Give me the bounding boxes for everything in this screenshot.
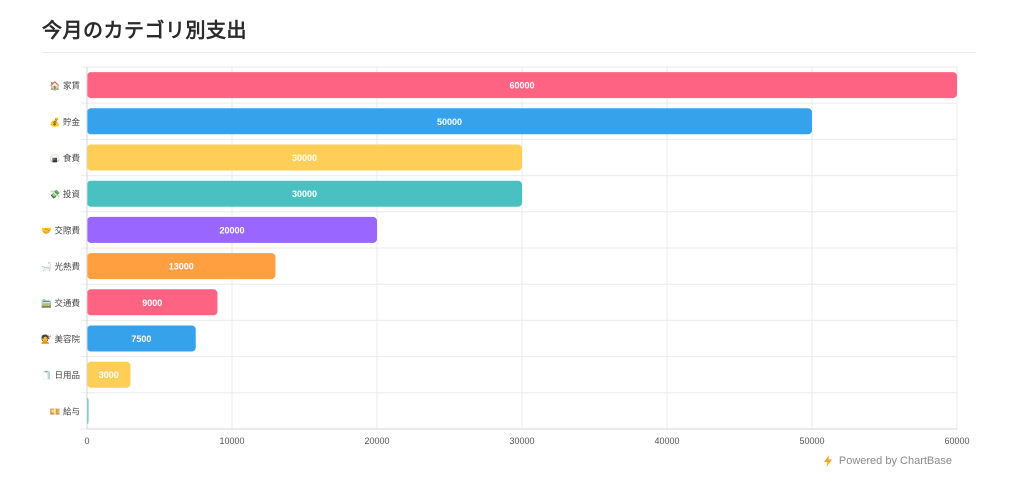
bar (87, 108, 812, 135)
powered-by-footer[interactable]: Powered by ChartBase (823, 455, 952, 467)
bar-data-label: 20000 (219, 225, 244, 235)
x-tick-label: 20000 (364, 436, 389, 446)
bar-data-label: 50000 (437, 117, 462, 127)
bar-data-label: 3000 (99, 370, 119, 380)
bar (87, 361, 131, 388)
bar (87, 216, 377, 243)
category-label: 🍙 食費 (50, 153, 81, 164)
bar (87, 253, 276, 280)
category-label: 🧻 日用品 (41, 370, 80, 381)
lightning-bolt-icon (823, 455, 832, 467)
x-tick-label: 50000 (799, 436, 824, 446)
bar-data-label: 13000 (169, 262, 194, 272)
category-label: 💴 給与 (50, 406, 80, 417)
category-label: 🚞 交通費 (41, 298, 80, 309)
bar-data-label: 30000 (292, 153, 317, 163)
bar-data-label: 7500 (131, 334, 151, 344)
x-tick-label: 10000 (219, 436, 244, 446)
category-label: 💸 投資 (50, 189, 80, 200)
bar (87, 289, 218, 316)
chart-title: 今月のカテゴリ別支出 (42, 18, 247, 42)
category-label: 🤝 交際費 (41, 225, 80, 236)
category-label: 🛁 光熱費 (41, 262, 80, 273)
powered-by-label: Powered by ChartBase (838, 455, 952, 467)
bar-data-label: 9000 (142, 298, 162, 308)
bar (87, 180, 522, 207)
bar-data-label: 60000 (509, 81, 534, 91)
category-label: 💰 貯金 (50, 117, 81, 128)
category-label: 💇 美容院 (41, 334, 80, 345)
title-divider (42, 52, 976, 53)
bar-data-label: 30000 (292, 189, 317, 199)
x-tick-label: 40000 (654, 436, 679, 446)
bar (87, 144, 522, 171)
bar (87, 325, 196, 352)
x-tick-label: 0 (84, 436, 89, 446)
x-tick-label: 30000 (509, 436, 534, 446)
x-tick-label: 60000 (944, 436, 969, 446)
category-label: 🏠 家賃 (50, 81, 81, 92)
bar (87, 72, 957, 99)
